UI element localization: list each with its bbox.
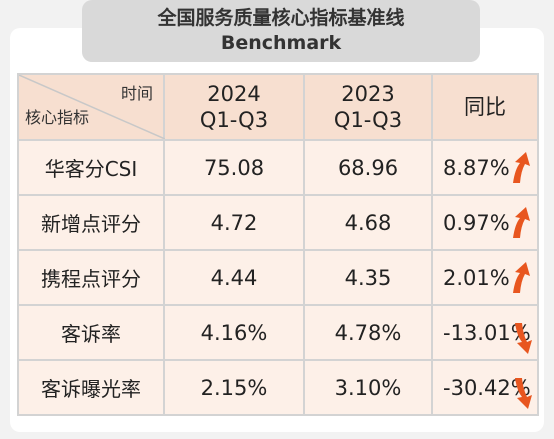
header-row: 时间 核心指标 2024 Q1-Q3 2023 Q1-Q3 同比 <box>17 73 539 141</box>
table-row: 客诉曝光率 2.15% 3.10% -30.42% <box>17 359 539 416</box>
yoy-cell: -30.42% <box>431 359 539 416</box>
metric-label-cell: 华客分CSI <box>17 139 165 196</box>
metric-label-cell-text: 携程点评分 <box>41 267 141 291</box>
diagonal-header-cell: 时间 核心指标 <box>17 73 165 141</box>
value-2024-cell: 4.16% <box>163 304 305 361</box>
table-row: 新增点评分 4.72 4.68 0.97% <box>17 194 539 251</box>
title-line-2: Benchmark <box>220 32 342 54</box>
value-2024-cell-text: 4.16% <box>200 320 268 345</box>
value-2024-cell-text: 2.15% <box>200 375 268 400</box>
trend-down-arrow-icon <box>515 378 532 409</box>
value-2024-cell-text: 4.44 <box>210 265 258 290</box>
value-2023-cell-text: 4.68 <box>344 210 392 235</box>
header-2024-period: Q1-Q3 <box>199 108 269 132</box>
value-2024-cell: 4.44 <box>163 249 305 306</box>
table-row: 客诉率 4.16% 4.78% -13.01% <box>17 304 539 361</box>
header-time-label: 时间 <box>120 84 153 103</box>
metric-label-cell-text: 客诉曝光率 <box>41 377 141 401</box>
title-line-1: 全国服务质量核心指标基准线 <box>157 7 405 29</box>
header-metric-label: 核心指标 <box>25 108 90 127</box>
trend-up-arrow-icon <box>513 152 530 183</box>
metric-label-cell-text: 华客分CSI <box>44 157 138 181</box>
value-2024-cell: 4.72 <box>163 194 305 251</box>
yoy-cell: -13.01% <box>431 304 539 361</box>
value-2023-cell-text: 68.96 <box>337 155 399 180</box>
metric-label-cell: 客诉曝光率 <box>17 359 165 416</box>
value-2023-cell-text: 4.78% <box>334 320 402 345</box>
metric-label-cell: 客诉率 <box>17 304 165 361</box>
table-row: 携程点评分 4.44 4.35 2.01% <box>17 249 539 306</box>
value-2024-cell-text: 75.08 <box>203 155 265 180</box>
yoy-cell: 0.97% <box>431 194 539 251</box>
metric-label-cell-text: 客诉率 <box>61 322 121 346</box>
trend-down-arrow-icon <box>515 323 532 354</box>
value-2024-cell: 75.08 <box>163 139 305 196</box>
value-2023-cell: 4.35 <box>303 249 433 306</box>
value-2023-cell-text: 4.35 <box>344 265 392 290</box>
metric-label-cell: 新增点评分 <box>17 194 165 251</box>
trend-up-arrow-icon <box>513 207 530 238</box>
diagonal-line <box>19 75 165 139</box>
metric-label-cell-text: 新增点评分 <box>41 212 141 236</box>
benchmark-table: 时间 核心指标 2024 Q1-Q3 2023 Q1-Q3 同比 华客分CSI 7… <box>17 73 539 416</box>
header-yoy: 同比 <box>431 73 539 141</box>
value-2023-cell: 4.68 <box>303 194 433 251</box>
value-2024-cell: 2.15% <box>163 359 305 416</box>
yoy-cell: 8.87% <box>431 139 539 196</box>
value-2023-cell: 3.10% <box>303 359 433 416</box>
value-2023-cell-text: 3.10% <box>334 375 402 400</box>
yoy-cell-text: 2.01% <box>443 265 510 290</box>
title-box: 全国服务质量核心指标基准线 Benchmark <box>82 0 480 62</box>
header-2023: 2023 Q1-Q3 <box>303 73 433 141</box>
table-row: 华客分CSI 75.08 68.96 8.87% <box>17 139 539 196</box>
header-2024: 2024 Q1-Q3 <box>163 73 305 141</box>
yoy-cell-text: 0.97% <box>443 210 510 235</box>
value-2024-cell-text: 4.72 <box>210 210 258 235</box>
trend-up-arrow-icon <box>513 262 530 293</box>
yoy-cell: 2.01% <box>431 249 539 306</box>
header-2024-year: 2024 <box>207 82 261 106</box>
metric-label-cell: 携程点评分 <box>17 249 165 306</box>
header-2023-year: 2023 <box>341 82 395 106</box>
yoy-cell-text: 8.87% <box>443 155 510 180</box>
value-2023-cell: 68.96 <box>303 139 433 196</box>
value-2023-cell: 4.78% <box>303 304 433 361</box>
header-2023-period: Q1-Q3 <box>333 108 403 132</box>
